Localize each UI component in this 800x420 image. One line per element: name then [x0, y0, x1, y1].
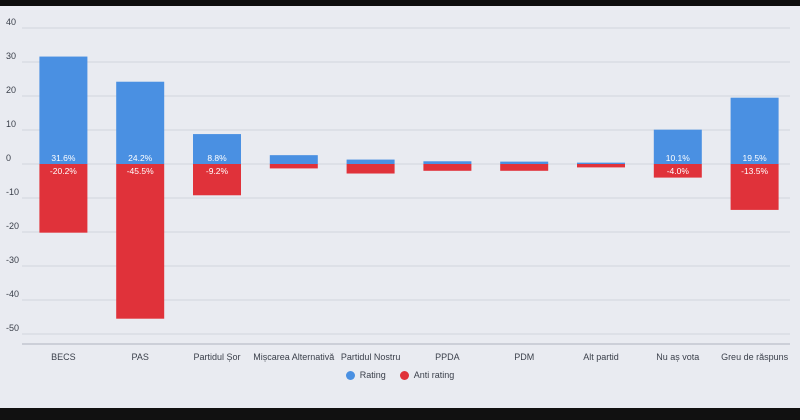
x-tick-label: Greu de răspuns: [721, 352, 789, 362]
x-tick-label: BECS: [51, 352, 76, 362]
bar-rating: [346, 159, 395, 164]
legend-item-anti-rating[interactable]: Anti rating: [399, 370, 455, 380]
bar-rating: [653, 129, 702, 164]
data-label: 19.5%: [743, 153, 768, 163]
bar-rating: [500, 161, 549, 164]
bar-anti-rating: [423, 164, 472, 171]
chart-screen: 40 30 20 10 0 -10 -20 -30 -40 -50 31.6% -20.2% BECS 2…: [0, 6, 800, 408]
bar-anti-rating: [577, 164, 625, 168]
data-label: -13.5%: [741, 166, 768, 176]
legend-swatch-rating: [345, 370, 355, 380]
y-tick-label: 10: [6, 119, 16, 129]
bar-anti-rating: [346, 164, 395, 174]
legend-swatch-anti-rating: [399, 370, 409, 380]
y-tick-label: -20: [6, 221, 19, 231]
y-tick-label: 30: [6, 51, 16, 61]
y-tick-label: -30: [6, 255, 19, 265]
legend-label-anti-rating: Anti rating: [413, 370, 455, 380]
bar-anti-rating: [730, 164, 779, 210]
legend-item-rating[interactable]: Rating: [345, 370, 386, 380]
data-label: 8.8%: [207, 153, 227, 163]
x-tick-label: PPDA: [435, 352, 460, 362]
bar-rating: [577, 162, 625, 164]
x-tick-label: Partidul Nostru: [341, 352, 401, 362]
chart-legend: Rating Anti rating: [0, 370, 800, 380]
y-tick-label: 20: [6, 85, 16, 95]
bar-anti-rating: [39, 164, 88, 233]
data-label: 10.1%: [666, 153, 691, 163]
bar-chart: 40 30 20 10 0 -10 -20 -30 -40 -50 31.6% -20.2% BECS 2…: [6, 17, 790, 362]
bar-rating: [730, 97, 779, 164]
bar-anti-rating: [193, 164, 241, 196]
bar-anti-rating: [653, 164, 702, 178]
bar-rating: [39, 56, 88, 165]
x-tick-label: PDM: [514, 352, 534, 362]
x-tick-label: Partidul Șor: [193, 352, 240, 362]
data-label: 24.2%: [128, 153, 153, 163]
screen-bezel: [0, 408, 800, 420]
y-tick-label: -10: [6, 187, 19, 197]
data-label: -45.5%: [127, 166, 154, 176]
data-label: -20.2%: [50, 166, 77, 176]
bar-rating: [269, 155, 318, 164]
x-tick-label: PAS: [132, 352, 149, 362]
legend-label-rating: Rating: [359, 370, 386, 380]
data-label: -4.0%: [667, 166, 690, 176]
bar-anti-rating: [269, 164, 318, 169]
bar-rating: [193, 134, 241, 164]
bar-rating: [423, 161, 472, 164]
bar-anti-rating: [116, 164, 165, 319]
y-tick-label: -40: [6, 289, 19, 299]
x-tick-label: Alt partid: [583, 352, 619, 362]
y-tick-label: -50: [6, 323, 19, 333]
data-label: -9.2%: [206, 166, 229, 176]
data-label: 31.6%: [51, 153, 76, 163]
y-tick-label: 40: [6, 17, 16, 27]
x-tick-label: Nu aș vota: [656, 352, 699, 362]
bar-anti-rating: [500, 164, 549, 171]
bar-rating: [116, 81, 165, 164]
y-tick-label: 0: [6, 153, 11, 163]
x-tick-label: Mișcarea Alternativă: [253, 352, 334, 362]
